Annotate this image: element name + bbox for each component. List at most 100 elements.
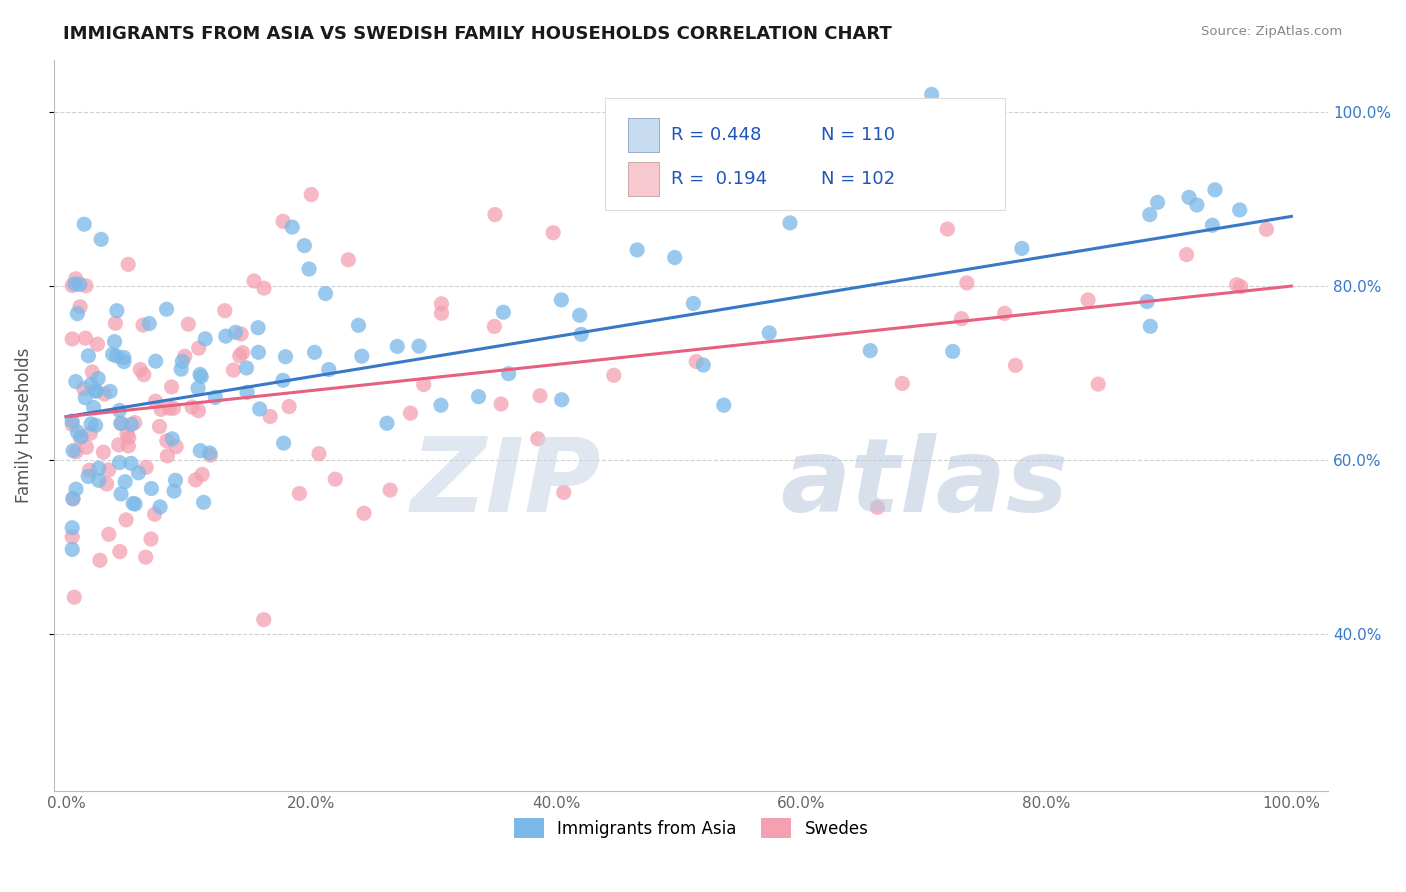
Point [80, 377, 103, 392]
Point [936, 222, 959, 236]
Point [138, 317, 160, 331]
Point [758, 326, 780, 340]
Point [162, 432, 184, 446]
Point [75, 440, 97, 454]
Point [79, 463, 101, 477]
Point [120, 456, 142, 470]
Point [84, 384, 107, 398]
Point [1139, 208, 1161, 222]
Point [149, 500, 172, 514]
Point [603, 368, 626, 383]
Point [156, 449, 179, 463]
Point [157, 401, 180, 416]
Point [118, 431, 141, 445]
Point [60, 530, 83, 544]
Point [108, 456, 131, 470]
Point [104, 316, 127, 330]
Point [93, 445, 115, 459]
Point [550, 392, 572, 407]
Point [399, 406, 422, 420]
Point [162, 401, 184, 416]
Point [184, 473, 207, 487]
Point [83, 401, 105, 415]
Point [63, 590, 86, 604]
Point [187, 403, 209, 417]
Point [222, 363, 245, 377]
Point [1077, 293, 1099, 307]
Point [173, 349, 195, 363]
Point [271, 214, 294, 228]
Point [62, 491, 84, 506]
Point [60, 417, 83, 432]
Point [347, 318, 370, 333]
Point [110, 487, 132, 501]
Point [492, 305, 515, 319]
Point [77, 349, 100, 363]
Point [408, 339, 430, 353]
Point [1087, 377, 1109, 392]
Point [60, 278, 83, 293]
Point [110, 417, 132, 431]
Point [281, 220, 304, 235]
Point [994, 306, 1017, 320]
Point [187, 381, 209, 395]
Point [288, 486, 311, 500]
Point [235, 360, 257, 375]
Point [308, 447, 330, 461]
Point [65, 272, 87, 286]
Point [1256, 222, 1278, 236]
Point [65, 444, 87, 458]
Point [105, 303, 128, 318]
Point [62, 443, 84, 458]
Point [1229, 279, 1251, 293]
Point [664, 251, 686, 265]
Point [73, 382, 96, 396]
Point [60, 542, 83, 557]
Point [430, 398, 453, 412]
Point [110, 417, 132, 431]
Point [921, 87, 943, 102]
Point [60, 521, 83, 535]
Point [541, 226, 564, 240]
Point [177, 317, 200, 331]
Point [105, 349, 128, 363]
Point [87, 474, 110, 488]
Point [353, 506, 375, 520]
Point [62, 491, 84, 506]
Point [498, 367, 520, 381]
Point [77, 469, 100, 483]
Point [298, 262, 321, 277]
Point [63, 277, 86, 291]
Point [143, 507, 166, 521]
Point [292, 238, 315, 252]
Point [117, 439, 139, 453]
Point [66, 307, 89, 321]
Point [350, 349, 373, 363]
Point [79, 426, 101, 441]
Point [779, 216, 801, 230]
Point [859, 343, 882, 358]
Point [172, 354, 194, 368]
Point [188, 368, 211, 382]
Point [225, 326, 247, 340]
Text: Source: ZipAtlas.com: Source: ZipAtlas.com [1202, 25, 1343, 38]
Point [323, 472, 346, 486]
Point [132, 318, 155, 332]
Point [124, 497, 146, 511]
Point [713, 398, 735, 412]
Point [568, 308, 591, 322]
Point [1146, 195, 1168, 210]
Point [1229, 202, 1251, 217]
Point [108, 403, 131, 417]
Point [193, 495, 215, 509]
Text: N = 102: N = 102 [821, 170, 896, 188]
Point [163, 484, 186, 499]
Point [75, 278, 97, 293]
Point [200, 448, 222, 462]
Text: N = 110: N = 110 [821, 126, 896, 144]
Point [692, 358, 714, 372]
Point [165, 440, 187, 454]
Point [139, 532, 162, 546]
Point [93, 387, 115, 401]
Point [1185, 198, 1208, 212]
